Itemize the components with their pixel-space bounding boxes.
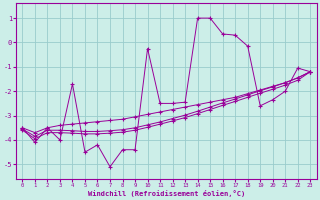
X-axis label: Windchill (Refroidissement éolien,°C): Windchill (Refroidissement éolien,°C) (88, 190, 245, 197)
